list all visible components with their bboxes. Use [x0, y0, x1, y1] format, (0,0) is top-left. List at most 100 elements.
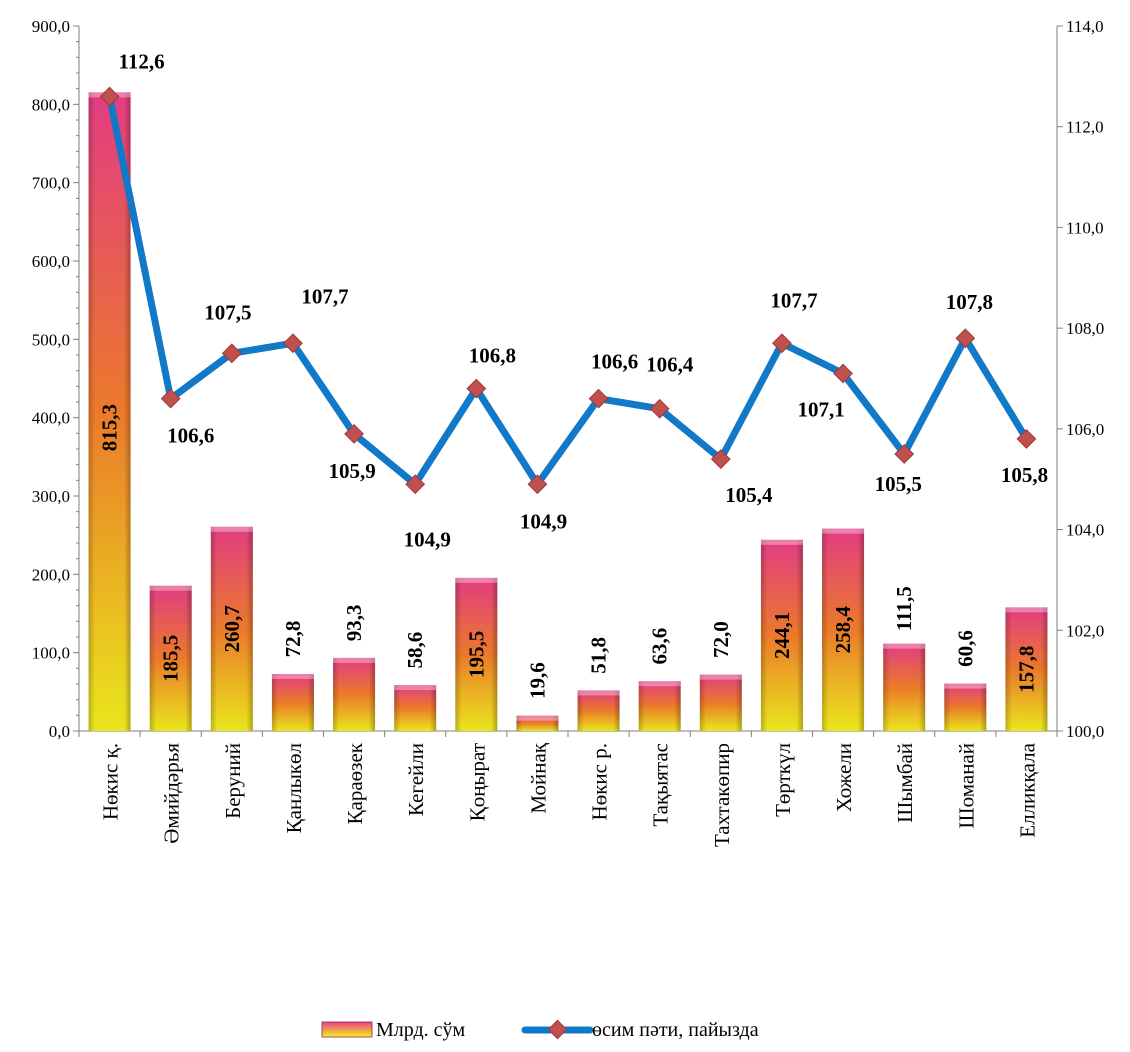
category-label: Әмийдәрья [160, 743, 184, 844]
category-label: Беруний [221, 743, 245, 819]
legend-line-marker [547, 1019, 568, 1040]
line-point-marker [588, 388, 609, 409]
line-point-marker [405, 474, 426, 495]
bar-shade [333, 657, 376, 731]
bar-shade [1005, 607, 1048, 731]
bar-value-label: 19,6 [525, 662, 549, 699]
bar-shade [760, 539, 803, 731]
bar-top-highlight [883, 643, 926, 649]
y-right-tick-label: 104,0 [1066, 521, 1104, 540]
bar-shade [210, 526, 253, 731]
bar-shade [516, 715, 559, 731]
y-left-tick-label: 200,0 [32, 565, 70, 584]
category-label: Шоманай [954, 743, 978, 829]
bar-shade [638, 681, 681, 731]
line-value-label: 106,8 [469, 344, 516, 368]
bar-series [88, 92, 1048, 732]
category-label: Елликқала [1015, 742, 1039, 837]
line-point-marker [894, 444, 915, 464]
y-left-tick-label: 400,0 [32, 409, 70, 428]
category-label: Қанлыкөл [282, 743, 306, 833]
bar-value-label: 58,6 [403, 632, 427, 669]
line-series [99, 86, 1037, 495]
line-point-marker [833, 363, 853, 384]
bar-shade [394, 685, 437, 731]
bar-shade [699, 674, 742, 731]
bar-value-label: 72,8 [281, 621, 305, 658]
line-value-label: 105,5 [875, 472, 922, 496]
line-value-label: 107,1 [797, 397, 844, 421]
line-value-label: 106,4 [646, 353, 694, 377]
y-left-tick-label: 800,0 [32, 95, 70, 114]
axes: 0,0 100,0 200,0 300,0 400,0 500,0 600,0 700,0 80… [32, 17, 1105, 741]
bar-top-highlight [271, 673, 314, 679]
bar-top-highlight [1005, 607, 1048, 613]
bar-top-highlight [638, 681, 681, 687]
bar-shade [455, 577, 498, 731]
bar-value-label: 815,3 [98, 404, 122, 451]
bar-top-highlight [210, 526, 253, 532]
bar-value-label: 260,7 [220, 605, 244, 652]
y-left-tick-label: 900,0 [32, 17, 70, 36]
bar-value-label: 93,3 [342, 605, 366, 642]
bar-top-highlight [699, 674, 742, 680]
growth-line [106, 93, 1030, 488]
y-right-tick-label: 112,0 [1066, 118, 1104, 137]
line-value-label: 107,8 [946, 290, 993, 314]
legend-bar-swatch [321, 1021, 373, 1038]
category-label: Шымбай [893, 743, 917, 823]
bar-top-highlight [760, 539, 803, 545]
line-value-label: 107,7 [770, 288, 817, 312]
y-right-tick-label: 110,0 [1066, 218, 1104, 237]
line-value-label: 112,6 [119, 50, 165, 74]
y-left-tick-label: 0,0 [49, 722, 70, 741]
bar-value-label: 60,6 [953, 630, 977, 667]
line-point-marker [955, 328, 976, 349]
y-left-tick-label: 300,0 [32, 487, 70, 506]
line-value-label: 105,9 [328, 459, 375, 483]
line-value-label: 105,4 [725, 483, 773, 507]
y-left-tick-label: 500,0 [32, 330, 70, 349]
y-right-tick-label: 106,0 [1066, 420, 1104, 439]
category-label: Қоңырат [465, 743, 489, 821]
category-label: Нөкис қ. [99, 743, 123, 820]
line-point-marker [527, 474, 548, 495]
y-right-tick-label: 114,0 [1066, 17, 1104, 36]
category-label: Тақыятас [649, 743, 673, 827]
bar-top-highlight [149, 585, 192, 591]
bar-top-highlight [333, 657, 376, 663]
y-right-tick-label: 100,0 [1066, 722, 1104, 741]
bar-top-highlight [455, 577, 498, 583]
bar-value-label: 185,5 [159, 635, 183, 682]
category-label: Нөкис р. [588, 743, 612, 820]
bar-top-highlight [516, 715, 559, 721]
line-value-label: 106,6 [167, 424, 214, 448]
line-value-label: 107,5 [204, 300, 251, 324]
bar-top-highlight [394, 685, 437, 691]
y-right-tick-label: 108,0 [1066, 319, 1104, 338]
y-left-tick-label: 600,0 [32, 252, 70, 271]
legend-line-label: өсим пәти, пайызда [592, 1019, 759, 1041]
category-label: Төрткүл [771, 743, 795, 817]
bar-shade [88, 92, 131, 732]
line-point-marker [710, 449, 731, 469]
line-value-label: 105,8 [1001, 463, 1048, 487]
bar-top-highlight [944, 683, 987, 689]
bar-shade [149, 585, 192, 731]
bar-value-label: 111,5 [892, 586, 916, 631]
line-point-marker [772, 333, 792, 354]
bar-top-highlight [577, 690, 620, 696]
line-point-marker [1016, 429, 1037, 449]
bar-value-label: 63,6 [648, 628, 672, 665]
category-label: Хожели [832, 743, 856, 812]
bar-value-label: 258,4 [831, 606, 855, 654]
legend: Млрд. сўм өсим пәти, пайызда [321, 1019, 759, 1041]
line-point-marker [221, 343, 242, 364]
category-label: Мойнақ [526, 742, 550, 813]
category-labels: Нөкис қ. Әмийдәрья Беруний Қанлыкөл Қараөзек… [99, 742, 1040, 847]
bar-value-label: 72,0 [709, 621, 733, 658]
line-value-label: 106,6 [591, 350, 638, 374]
line-point-marker [283, 333, 303, 354]
legend-bar-label: Млрд. сўм [376, 1019, 466, 1041]
